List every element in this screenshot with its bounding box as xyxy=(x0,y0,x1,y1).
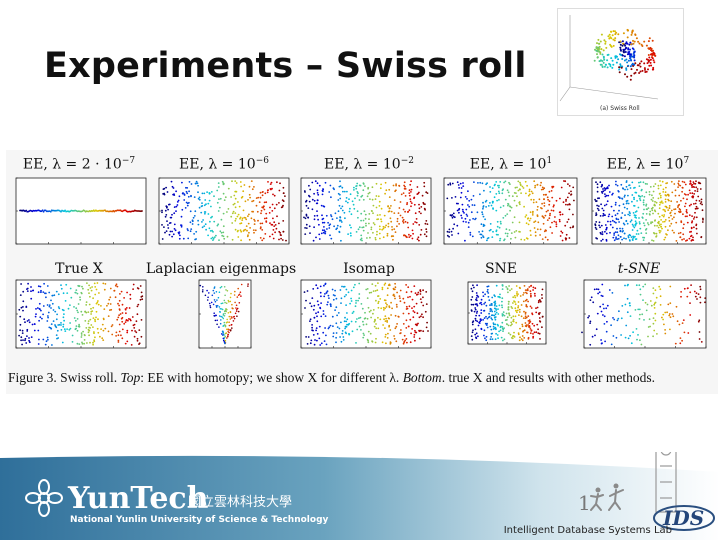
footer-brand: YunTech xyxy=(67,481,209,516)
panel-title-isomap: Isomap xyxy=(343,261,395,277)
panel-title-ee-2: EE, λ = 10−6 xyxy=(179,156,269,173)
page-number: 1 xyxy=(578,491,591,515)
swiss-roll-thumbnail: (a) Swiss Roll xyxy=(557,8,684,116)
footer-university: National Yunlin University of Science & … xyxy=(70,515,329,525)
ids-lab-logo: IDS xyxy=(653,505,715,531)
panel-title-ee-3: EE, λ = 10−2 xyxy=(324,156,414,173)
panel-title-sne: SNE xyxy=(484,261,518,277)
clock-tower-icon xyxy=(655,452,677,513)
running-figures-icon xyxy=(590,483,624,511)
figure-caption: Figure 3. Swiss roll. Top: EE with homot… xyxy=(8,370,656,385)
panel-title-laplacian: Laplacian eigenmaps xyxy=(145,261,297,277)
panel-title-tsne: t-SNE xyxy=(617,261,661,277)
panel-title-true-x: True X xyxy=(55,261,103,277)
panel-title-ee-5: EE, λ = 107 xyxy=(606,156,690,173)
thumbnail-scatter xyxy=(593,28,657,81)
panel-title-ee-4: EE, λ = 101 xyxy=(469,156,553,173)
svg-text:IDS: IDS xyxy=(662,506,704,530)
yuntech-logo-icon xyxy=(25,479,63,517)
footer-brand-cjk: 國立雲林科技大學 xyxy=(188,495,292,510)
footer-banner: YunTech 國立雲林科技大學 National Yunlin Univers… xyxy=(0,452,720,540)
figure-panels xyxy=(15,177,707,349)
thumbnail-label: (a) Swiss Roll xyxy=(600,105,640,112)
panel-title-ee-1: EE, λ = 2 · 10−7 xyxy=(22,156,136,173)
slide-title: Experiments – Swiss roll xyxy=(44,46,527,86)
lab-name: Intelligent Database Systems Lab xyxy=(503,525,672,536)
figure-3: EE, λ = 2 · 10−7 EE, λ = 10−6 EE, λ = 10… xyxy=(6,150,718,394)
